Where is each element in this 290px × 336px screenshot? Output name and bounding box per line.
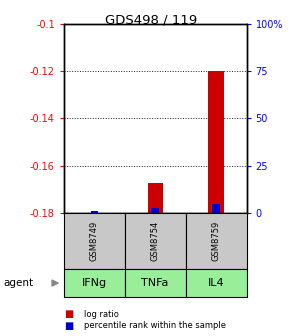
Text: GSM8749: GSM8749 [90, 221, 99, 261]
Bar [212, 204, 220, 213]
Text: ■: ■ [64, 321, 73, 331]
Bar [90, 211, 98, 213]
Text: log ratio: log ratio [84, 310, 119, 319]
Text: TNFa: TNFa [142, 278, 169, 288]
Bar [209, 71, 224, 213]
Text: ■: ■ [64, 309, 73, 319]
Text: percentile rank within the sample: percentile rank within the sample [84, 322, 226, 330]
Text: GDS498 / 119: GDS498 / 119 [105, 13, 197, 27]
Bar [148, 182, 163, 213]
Bar [151, 208, 159, 213]
Text: GSM8754: GSM8754 [151, 221, 160, 261]
Text: IFNg: IFNg [82, 278, 107, 288]
Text: GSM8759: GSM8759 [211, 221, 221, 261]
Text: IL4: IL4 [208, 278, 224, 288]
Text: agent: agent [3, 278, 33, 288]
